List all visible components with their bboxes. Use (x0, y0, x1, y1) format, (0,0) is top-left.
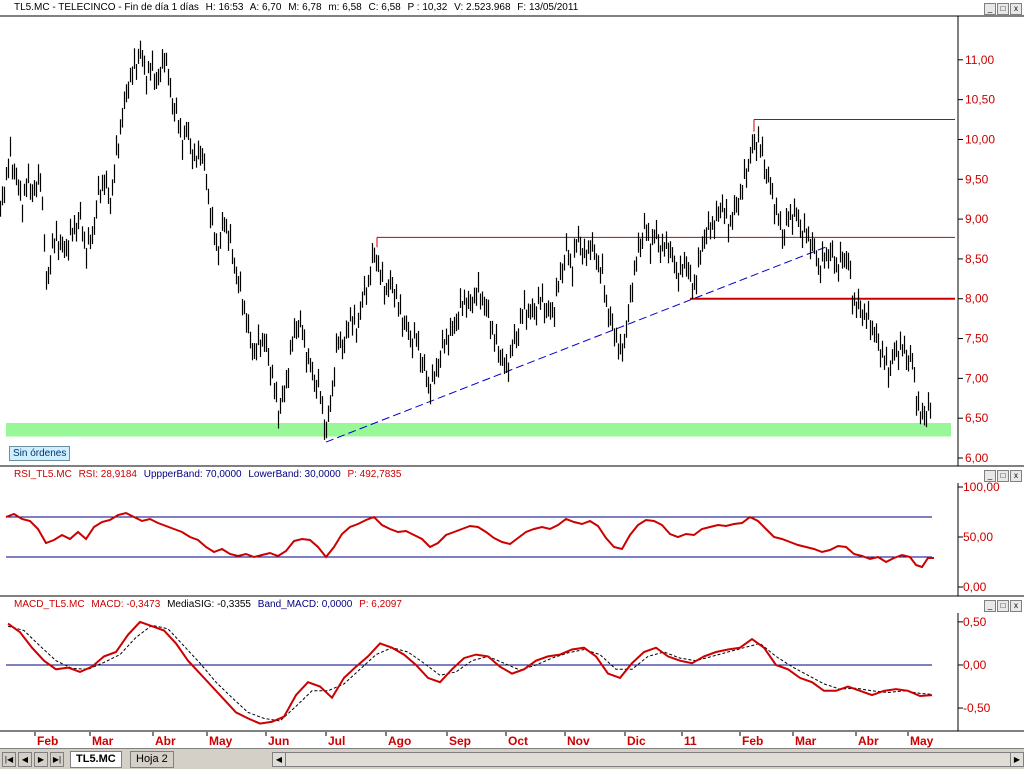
rsi-p: P: 492,7835 (347, 469, 402, 480)
first-sheet-icon[interactable]: |◀ (2, 752, 16, 767)
y-tick-label: 8,50 (965, 252, 989, 266)
macd-header: MACD_TL5.MC MACD: -0,3473 MediaSIG: -0,3… (0, 597, 1024, 613)
main-chart-header: TL5.MC - TELECINCO - Fin de día 1 días H… (0, 0, 1024, 16)
x-tick-label: Mar (92, 734, 114, 748)
rsi-line (5, 511, 934, 569)
sheet-tab-bar: |◀ ◀ ▶ ▶| TL5.MC Hoja 2 ◀ ▶ (0, 748, 1024, 769)
y-tick-label: 6,00 (965, 451, 989, 465)
x-tick-label: Sep (449, 734, 471, 748)
y-tick-label: 7,00 (965, 371, 989, 385)
minimize-button[interactable]: _ (984, 3, 996, 15)
y-tick-label: 6,50 (965, 411, 989, 425)
macd-signal-line (7, 624, 933, 722)
main-h: H: 16:53 (205, 2, 244, 13)
x-tick-label: Mar (795, 734, 817, 748)
x-tick-label: Abr (155, 734, 176, 748)
rsi-tick-label: 100,00 (963, 480, 1000, 494)
y-tick-label: 9,00 (965, 212, 989, 226)
main-symbol: TL5.MC - TELECINCO - Fin de día 1 días (14, 2, 199, 13)
x-tick-label: Feb (37, 734, 58, 748)
rsi-tick-label: 0,00 (963, 580, 987, 594)
rsi-tick-label: 50,00 (963, 530, 993, 544)
main-c: C: 6,58 (368, 2, 401, 13)
y-tick-label: 10,00 (965, 132, 995, 146)
horizontal-scrollbar[interactable]: ◀ ▶ (272, 752, 1024, 767)
rsi-chart[interactable]: 100,00 50,00 0,00 (0, 467, 1024, 597)
rsi-header: RSI_TL5.MC RSI: 28,9184 UppperBand: 70,0… (0, 467, 1024, 483)
main-a: A: 6,70 (249, 2, 282, 13)
main-v: V: 2.523.968 (454, 2, 511, 13)
tab-hoja-2[interactable]: Hoja 2 (130, 751, 174, 768)
price-chart[interactable]: 11,00 10,50 10,00 9,50 9,00 8,50 8,00 7,50 7,00 6… (0, 0, 1024, 467)
macd-band: Band_MACD: 0,0000 (257, 599, 353, 610)
macd-tick-label: -0,50 (963, 701, 991, 715)
macd-chart[interactable]: 0,50 0,00 -0,50 Feb Mar Abr May Jun Jul Ago Sep Oc… (0, 597, 1024, 748)
maximize-button[interactable]: □ (997, 3, 1009, 15)
rsi-name: RSI_TL5.MC (14, 469, 72, 480)
main-p: P : 10,32 (407, 2, 448, 13)
rsi-value: RSI: 28,9184 (78, 469, 137, 480)
macd-value: MACD: -0,3473 (91, 599, 161, 610)
x-tick-label: Feb (742, 734, 763, 748)
x-tick-label: May (910, 734, 934, 748)
x-tick-label: 11 (684, 734, 697, 748)
y-tick-label: 10,50 (965, 93, 995, 107)
macd-signal: MediaSIG: -0,3355 (167, 599, 251, 610)
macd-close-button[interactable]: x (1010, 600, 1022, 612)
y-tick-label: 8,00 (965, 292, 989, 306)
y-tick-label: 7,50 (965, 332, 989, 346)
y-tick-label: 11,00 (965, 53, 994, 67)
last-sheet-icon[interactable]: ▶| (50, 752, 64, 767)
macd-minimize-button[interactable]: _ (984, 600, 996, 612)
x-tick-label: Abr (858, 734, 879, 748)
support-zone (6, 422, 951, 437)
rsi-close-button[interactable]: x (1010, 470, 1022, 482)
prev-sheet-icon[interactable]: ◀ (18, 752, 32, 767)
macd-p: P: 6,2097 (359, 599, 402, 610)
tab-tl5mc[interactable]: TL5.MC (70, 751, 122, 768)
rsi-maximize-button[interactable]: □ (997, 470, 1009, 482)
next-sheet-icon[interactable]: ▶ (34, 752, 48, 767)
macd-tick-label: 0,50 (963, 615, 987, 629)
x-tick-label: Jun (268, 734, 289, 748)
trendline (325, 246, 827, 443)
rsi-upper: UppperBand: 70,0000 (143, 469, 242, 480)
x-tick-label: Dic (627, 734, 646, 748)
x-tick-label: Ago (388, 734, 411, 748)
macd-tick-label: 0,00 (963, 658, 987, 672)
main-f: F: 13/05/2011 (517, 2, 579, 13)
x-tick-label: May (209, 734, 233, 748)
rsi-minimize-button[interactable]: _ (984, 470, 996, 482)
y-tick-label: 9,50 (965, 172, 989, 186)
macd-line (7, 620, 933, 725)
x-tick-label: Oct (508, 734, 528, 748)
main-m-low: m: 6,58 (328, 2, 362, 13)
main-m-high: M: 6,78 (288, 2, 322, 13)
orders-label[interactable]: Sin órdenes (9, 446, 71, 461)
rsi-lower: LowerBand: 30,0000 (248, 469, 341, 480)
macd-name: MACD_TL5.MC (14, 599, 85, 610)
scroll-left-icon[interactable]: ◀ (273, 753, 286, 766)
macd-maximize-button[interactable]: □ (997, 600, 1009, 612)
x-tick-label: Nov (567, 734, 590, 748)
scroll-right-icon[interactable]: ▶ (1010, 753, 1023, 766)
close-button[interactable]: x (1010, 3, 1022, 15)
x-tick-label: Jul (328, 734, 345, 748)
